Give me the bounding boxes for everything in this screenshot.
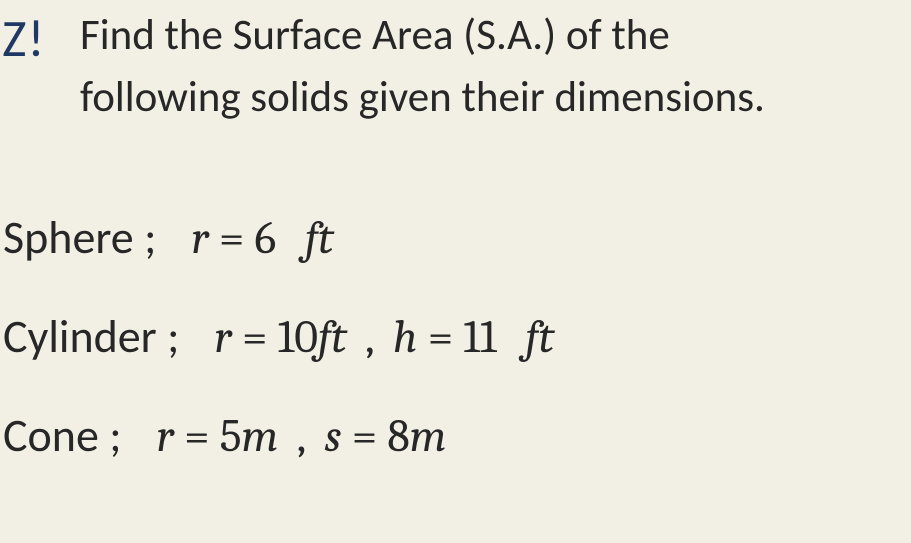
eq: = (219, 212, 255, 265)
instruction-text: Find the Surface Area (S.A.) of the foll… (80, 4, 901, 129)
shape-label: Sphere (3, 210, 134, 266)
problem-sphere: Sphere ; r = 6 ft (3, 215, 554, 262)
eq: = (242, 311, 278, 364)
var-unit: ft (305, 212, 334, 265)
slide: IZ! Find the Surface Area (S.A.) of the … (0, 0, 911, 543)
shape-label: Cylinder (3, 309, 157, 365)
comma: , (297, 410, 306, 463)
var-value: 6 (255, 212, 277, 265)
instruction-line1: Find the Surface Area (S.A.) of the (80, 8, 670, 61)
var-name: r (156, 410, 173, 463)
var-name: h (393, 311, 417, 364)
eq: = (428, 311, 464, 364)
var-unit: ft (318, 311, 347, 364)
shape-label: Cone (3, 408, 99, 464)
problem-cone: Cone ; r = 5m , s = 8m (3, 413, 554, 460)
problem-cylinder: Cylinder ; r = 10ft , h = 11 ft (3, 314, 554, 361)
var-unit: m (242, 410, 279, 463)
eq: = (184, 410, 220, 463)
var-value: 10 (278, 311, 318, 364)
comma: , (365, 311, 374, 364)
eq: = (352, 410, 388, 463)
sep: ; (144, 210, 167, 266)
var-value: 8 (387, 410, 409, 463)
var-value: 5 (220, 410, 242, 463)
var-unit: ft (525, 311, 554, 364)
problems-list: Sphere ; r = 6 ft Cylinder ; r = 10ft , … (3, 215, 554, 512)
quiz-badge: IZ! (0, 6, 45, 70)
var-name: r (191, 212, 208, 265)
var-value: 11 (463, 311, 496, 364)
sep: ; (109, 408, 132, 464)
var-name: s (325, 410, 342, 463)
instruction-line2: following solids given their dimensions. (80, 70, 765, 123)
var-name: r (214, 311, 231, 364)
var-unit: m (410, 410, 447, 463)
sep: ; (167, 309, 190, 365)
